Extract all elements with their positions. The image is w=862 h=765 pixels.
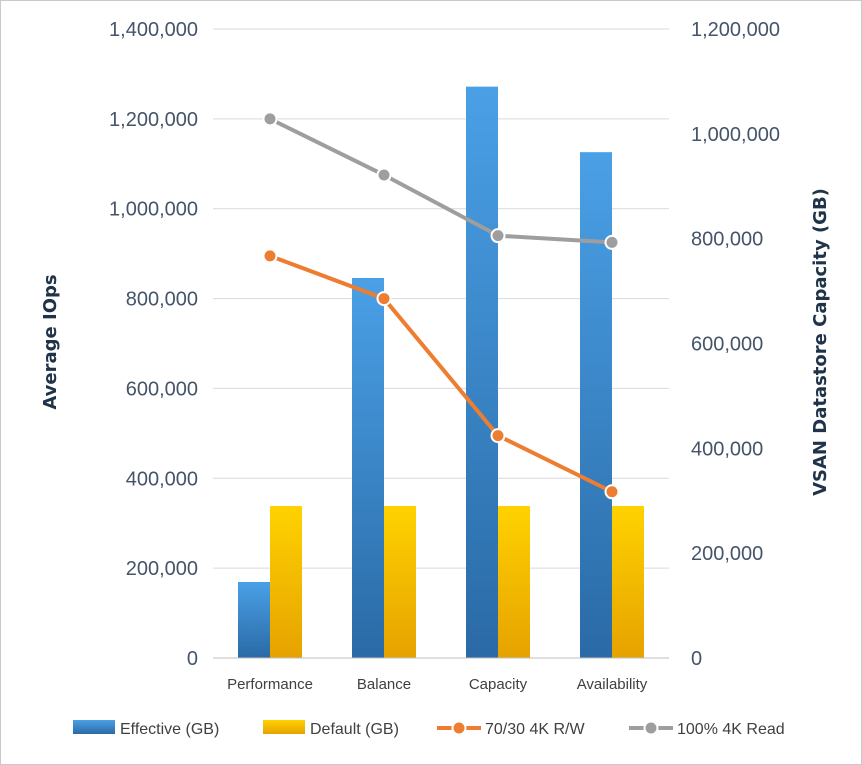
left-tick-label: 800,000 bbox=[126, 289, 198, 311]
legend-swatch-default-gb bbox=[263, 720, 305, 734]
right-axis-title: VSAN Datastore Capacity (GB) bbox=[810, 188, 831, 496]
left-tick-label: 1,000,000 bbox=[109, 199, 198, 221]
legend-label-100-4k-read: 100% 4K Read bbox=[677, 721, 785, 738]
legend-label-effective-gb: Effective (GB) bbox=[120, 721, 219, 738]
right-tick-label: 400,000 bbox=[691, 438, 763, 460]
left-tick-label: 1,400,000 bbox=[109, 19, 198, 41]
point-100-4k-read bbox=[604, 234, 620, 250]
gridlines bbox=[213, 28, 669, 569]
bar-effective-gb bbox=[352, 277, 384, 658]
bar-effective-gb bbox=[238, 581, 270, 658]
category-label: Capacity bbox=[469, 676, 528, 693]
category-label: Balance bbox=[357, 676, 411, 693]
right-tick-label: 1,200,000 bbox=[691, 19, 780, 41]
legend-swatch-effective-gb bbox=[73, 720, 115, 734]
bar-default-gb bbox=[498, 505, 530, 658]
left-axis-title: Average IOps bbox=[40, 274, 61, 409]
legend-marker-70-30-4k-r-w bbox=[451, 720, 467, 736]
legend-marker-100-4k-read bbox=[643, 720, 659, 736]
bar-default-gb bbox=[384, 505, 416, 658]
lines bbox=[262, 111, 620, 500]
right-tick-label: 1,000,000 bbox=[691, 124, 780, 146]
legend-label-70-30-4k-r-w: 70/30 4K R/W bbox=[485, 721, 586, 738]
category-label: Availability bbox=[577, 676, 648, 693]
point-70-30-4k-r-w bbox=[376, 291, 392, 307]
right-tick-label: 200,000 bbox=[691, 543, 763, 565]
right-tick-label: 600,000 bbox=[691, 334, 763, 356]
point-70-30-4k-r-w bbox=[262, 248, 278, 264]
point-100-4k-read bbox=[376, 167, 392, 183]
legend: Effective (GB) Default (GB) 70/30 4K R/W 10… bbox=[73, 720, 785, 738]
point-100-4k-read bbox=[262, 111, 278, 127]
left-tick-label: 200,000 bbox=[126, 558, 198, 580]
bar-effective-gb bbox=[466, 86, 498, 659]
left-tick-label: 1,200,000 bbox=[109, 109, 198, 131]
bars bbox=[238, 86, 644, 659]
right-tick-label: 800,000 bbox=[691, 229, 763, 251]
left-tick-label: 600,000 bbox=[126, 378, 198, 400]
bar-default-gb bbox=[270, 505, 302, 658]
left-tick-label: 0 bbox=[187, 648, 198, 670]
line-100-4k-read bbox=[269, 117, 613, 245]
bar-effective-gb bbox=[580, 152, 612, 658]
bar-default-gb bbox=[612, 505, 644, 658]
point-70-30-4k-r-w bbox=[604, 484, 620, 500]
point-70-30-4k-r-w bbox=[490, 428, 506, 444]
axes: 0 200,000 400,000 600,000 800,000 1,000,000 1,… bbox=[109, 19, 780, 693]
left-tick-label: 400,000 bbox=[126, 468, 198, 490]
right-tick-label: 0 bbox=[691, 648, 702, 670]
point-100-4k-read bbox=[490, 228, 506, 244]
legend-label-default-gb: Default (GB) bbox=[310, 721, 399, 738]
line-70-30-4k-r-w bbox=[269, 254, 613, 494]
category-label: Performance bbox=[227, 676, 313, 693]
